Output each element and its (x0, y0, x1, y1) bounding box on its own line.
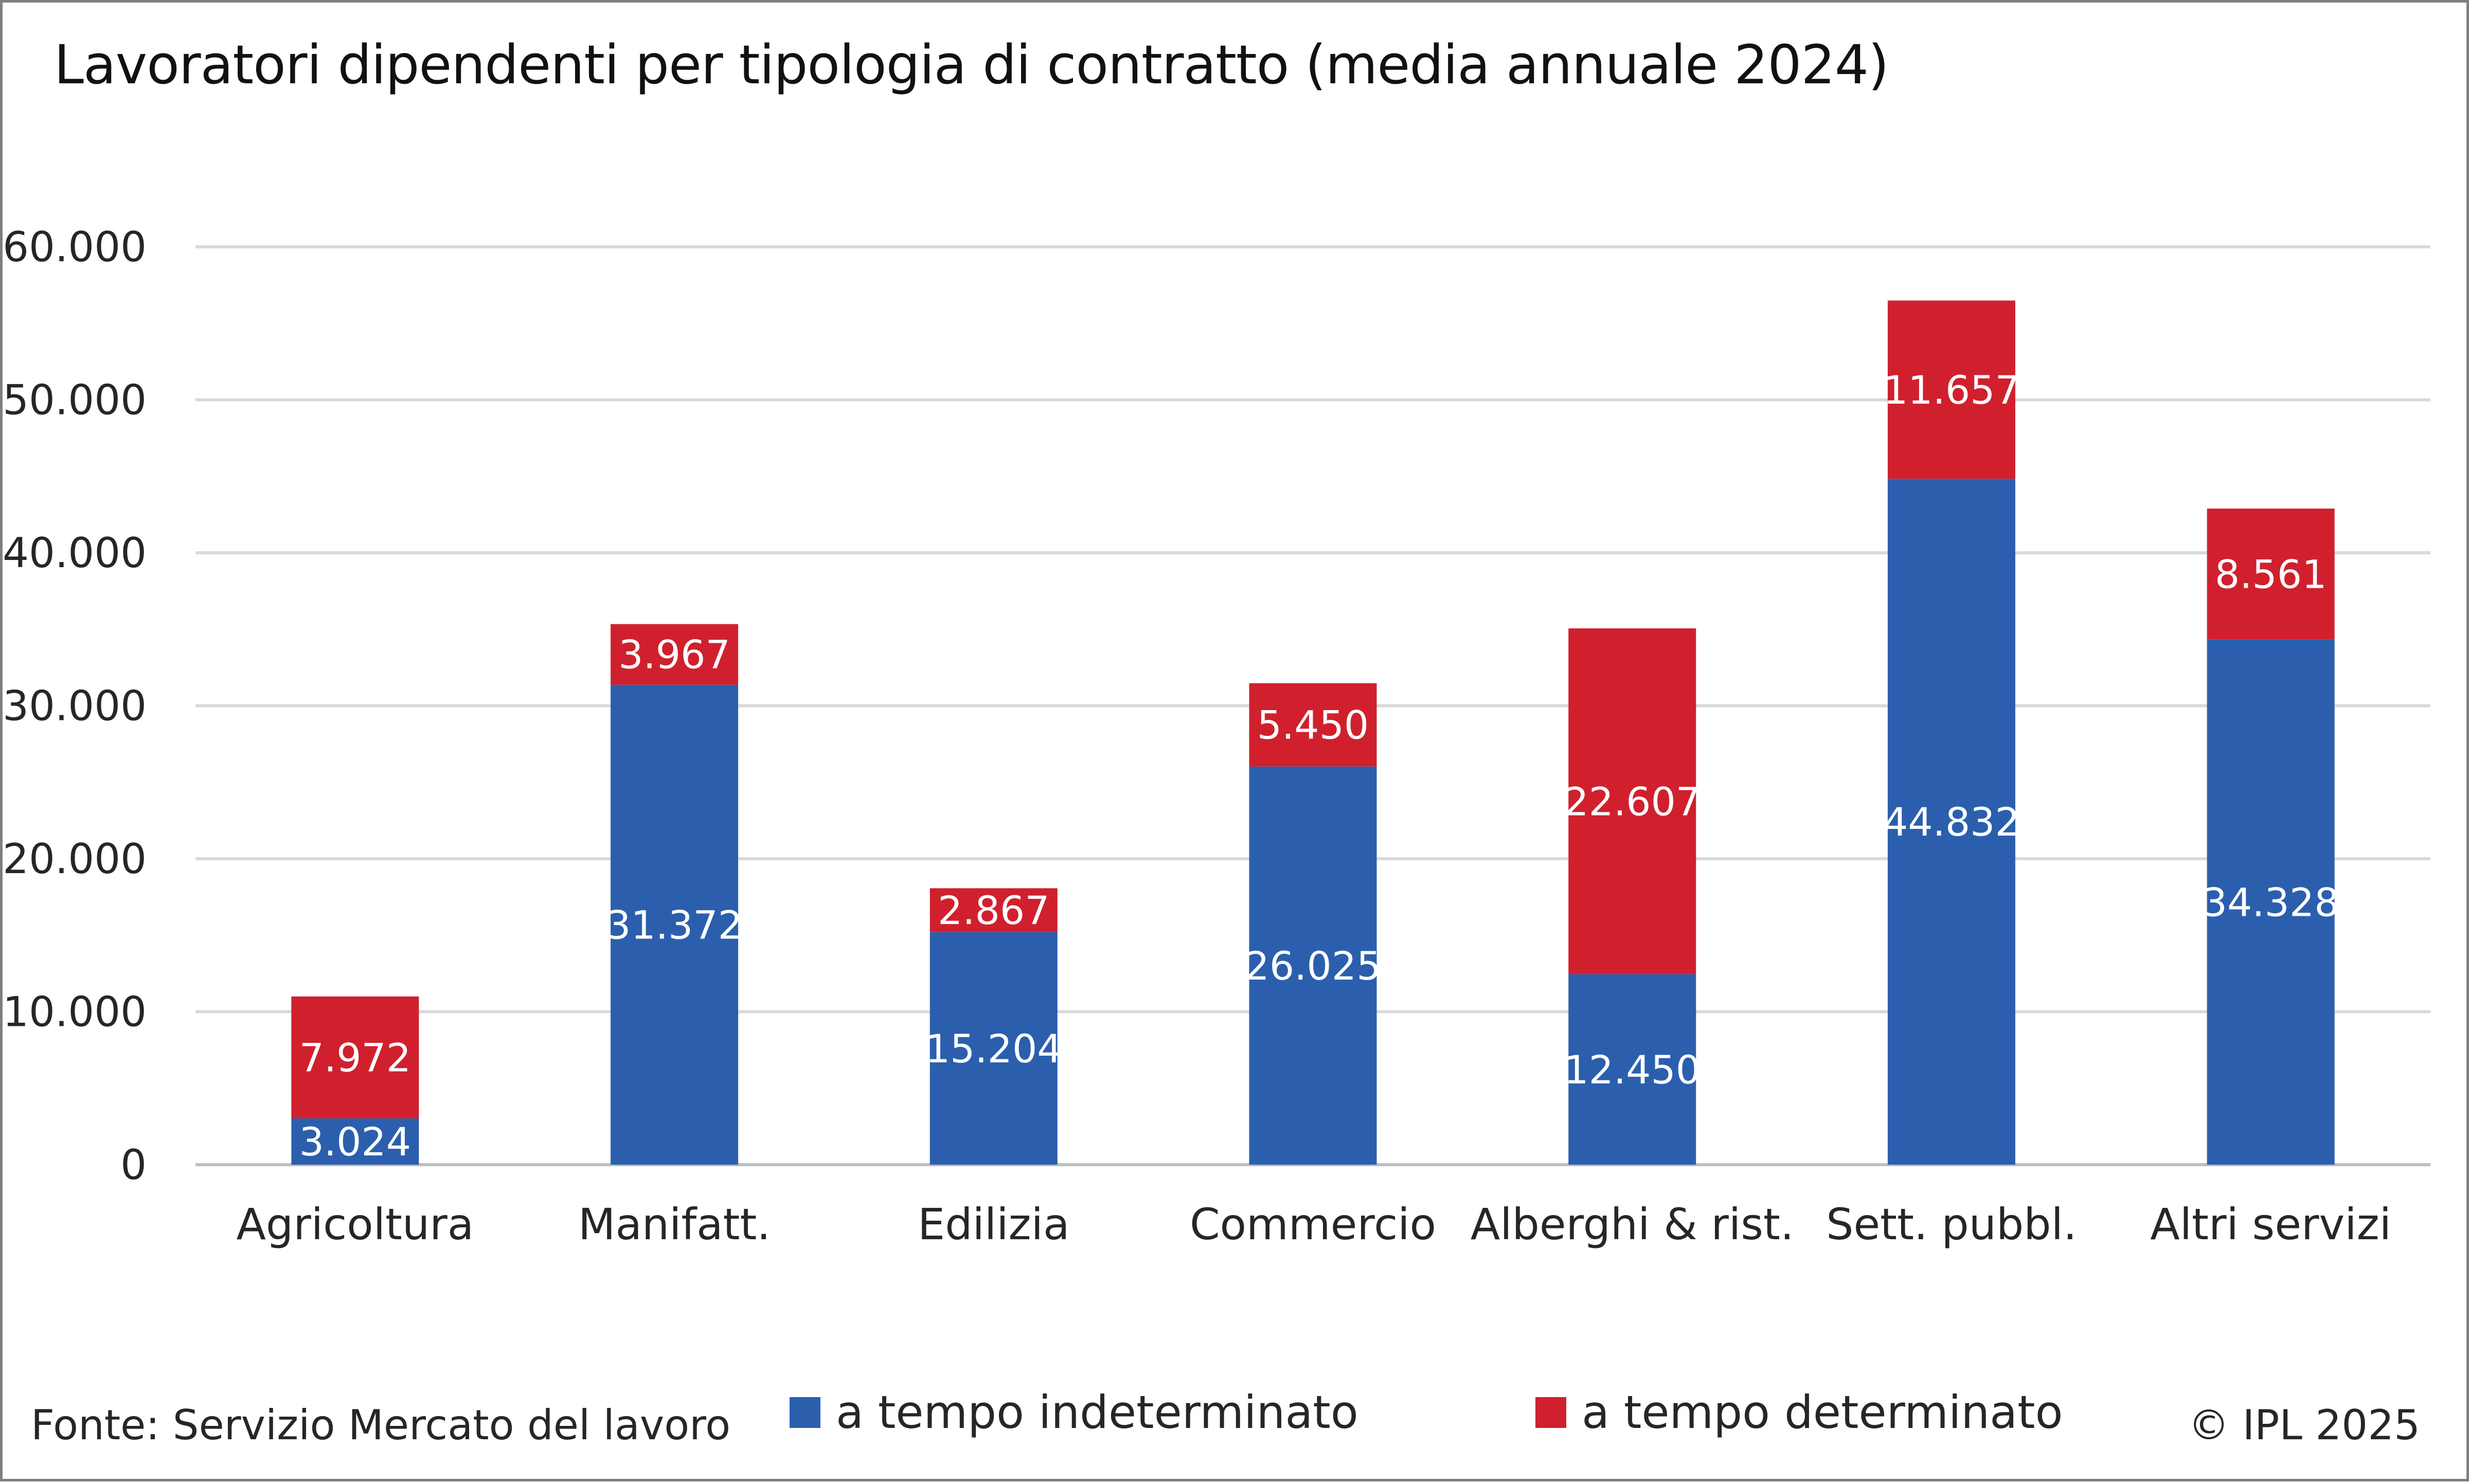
source-note: Fonte: Servizio Mercato del lavoro (31, 1401, 731, 1449)
y-tick-label: 50.000 (3, 376, 147, 424)
legend-item-indeterminato: a tempo indeterminato (790, 1386, 1358, 1439)
bar-data-label: 7.972 (299, 1035, 412, 1080)
bar-segment (291, 1118, 419, 1165)
legend-item-determinato: a tempo determinato (1535, 1386, 2063, 1439)
legend-swatch-indeterminato (790, 1397, 820, 1428)
x-tick-label: Commercio (1190, 1199, 1436, 1250)
legend-label-indeterminato: a tempo indeterminato (836, 1386, 1358, 1439)
chart-title: Lavoratori dipendenti per tipologia di c… (54, 33, 1889, 96)
bar-segment (1249, 683, 1377, 767)
bar-segment (611, 684, 739, 1165)
bar-data-label: 31.372 (606, 902, 743, 948)
bar-data-label: 22.607 (1564, 779, 1701, 824)
bar-data-label: 34.328 (2203, 879, 2339, 925)
bar-data-label: 26.025 (1245, 943, 1382, 989)
chart-plot-area: 0 10.000 20.000 30.000 40.000 50.000 60.000 3.0… (3, 223, 2430, 1250)
bar-data-label: 11.657 (1883, 367, 2020, 413)
x-tick-label: Manifatt. (578, 1199, 771, 1250)
bar-data-label: 15.204 (925, 1026, 1062, 1072)
bar-segment (291, 996, 419, 1119)
x-tick-label: Sett. pubbl. (1826, 1199, 2077, 1250)
bar-data-label: 3.024 (299, 1119, 412, 1165)
bar-segment (1887, 300, 2015, 479)
bar-segment (611, 624, 739, 685)
bar-data-label: 44.832 (1883, 799, 2020, 845)
x-tick-label: Altri servizi (2150, 1199, 2391, 1250)
bar-segment (1249, 766, 1377, 1165)
bar-segment (2207, 639, 2335, 1165)
y-tick-label: 20.000 (3, 835, 147, 883)
bar-segment (929, 932, 1058, 1165)
legend-label-determinato: a tempo determinato (1582, 1386, 2063, 1439)
x-tick-label: Edilizia (918, 1199, 1069, 1250)
bar-segment (1568, 974, 1696, 1165)
bar-data-label: 3.967 (618, 632, 730, 678)
bar-data-label: 5.450 (1257, 702, 1369, 748)
bar-data-label: 12.450 (1564, 1047, 1701, 1093)
y-tick-label: 10.000 (3, 988, 147, 1036)
bar-segment (2207, 509, 2335, 640)
legend-swatch-determinato (1535, 1397, 1566, 1428)
copyright-note: © IPL 2025 (2188, 1401, 2420, 1449)
x-tick-label: Alberghi & rist. (1471, 1199, 1794, 1250)
bar-segment (1887, 479, 2015, 1165)
bar-data-label: 2.867 (938, 888, 1050, 933)
x-tick-label: Agricoltura (236, 1199, 474, 1250)
bar-segment (929, 888, 1058, 932)
y-tick-label: 30.000 (3, 682, 147, 730)
y-tick-label: 0 (120, 1141, 147, 1189)
bar-segment (1568, 628, 1696, 974)
y-tick-label: 40.000 (3, 529, 147, 577)
bar-data-label: 8.561 (2215, 551, 2327, 597)
y-tick-label: 60.000 (3, 223, 147, 271)
